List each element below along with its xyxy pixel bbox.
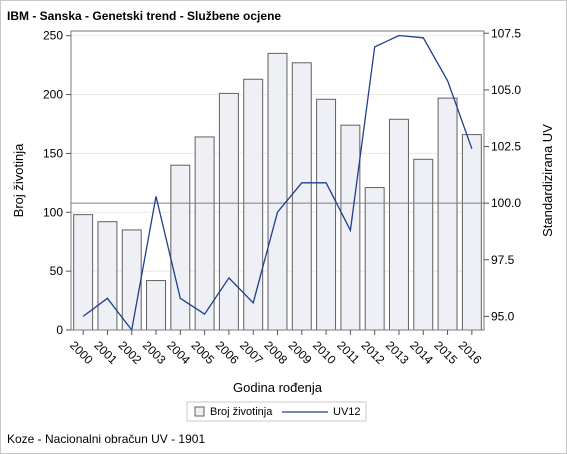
- y2-tick-label-1: 97.5: [491, 253, 515, 267]
- y2-tick-label-5: 107.5: [491, 26, 521, 40]
- y2-tick-label-4: 105.0: [491, 83, 521, 97]
- x-tick-label-2014: 2014: [407, 338, 436, 367]
- bar-2004: [170, 164, 191, 331]
- bar-2013: [388, 118, 409, 331]
- x-tick-label-2016: 2016: [456, 338, 485, 367]
- bar-2003: [146, 280, 167, 331]
- bar-2002: [121, 229, 142, 331]
- y-tick-label-3: 150: [43, 146, 63, 160]
- bar-2005: [194, 136, 215, 331]
- y-tick-label-4: 200: [43, 88, 63, 102]
- y-tick-label-0: 0: [56, 323, 63, 337]
- legend-label-line: UV12: [333, 406, 361, 418]
- x-tick-label-2002: 2002: [116, 338, 145, 367]
- x-axis-label: Godina rođenja: [233, 380, 323, 395]
- x-tick-label-2015: 2015: [431, 338, 460, 367]
- x-tick-label-2004: 2004: [164, 338, 193, 367]
- bar-2014: [413, 158, 434, 331]
- y2-tick-label-2: 100.0: [491, 196, 521, 210]
- chart-footnote: Koze - Nacionalni obračun UV - 1901: [7, 432, 206, 446]
- x-tick-label-2013: 2013: [383, 338, 412, 367]
- y-tick-label-2: 100: [43, 205, 63, 219]
- y-tick-label-1: 50: [50, 264, 64, 278]
- legend-swatch-bars: [194, 406, 205, 417]
- bar-2016: [461, 134, 482, 331]
- bar-2009: [291, 62, 312, 331]
- x-tick-label-2006: 2006: [213, 338, 242, 367]
- x-tick-label-2009: 2009: [286, 338, 315, 367]
- bar-2010: [316, 98, 337, 331]
- bar-2008: [267, 52, 288, 331]
- x-tick-label-2011: 2011: [334, 338, 362, 366]
- x-tick-label-2000: 2000: [67, 338, 96, 367]
- y-axis-label: Broj životinja: [11, 143, 26, 217]
- bar-2006: [218, 92, 239, 331]
- bar-2015: [437, 97, 458, 331]
- chart-title: IBM - Sanska - Genetski trend - Službene…: [7, 9, 282, 23]
- x-tick-label-2005: 2005: [188, 338, 217, 367]
- bar-2001: [97, 221, 118, 331]
- x-tick-label-2010: 2010: [310, 338, 339, 367]
- legend-box: [186, 401, 367, 422]
- x-tick-label-2008: 2008: [261, 338, 290, 367]
- x-tick-label-2012: 2012: [359, 338, 388, 367]
- bar-2000: [73, 214, 94, 331]
- bar-2007: [243, 78, 264, 331]
- bar-2012: [364, 187, 385, 331]
- x-tick-label-2007: 2007: [237, 338, 266, 367]
- y2-tick-label-0: 95.0: [491, 309, 515, 323]
- x-tick-label-2001: 2001: [91, 338, 120, 367]
- y-tick-label-5: 250: [43, 29, 63, 43]
- y2-axis-label: Standardizirana UV: [540, 124, 555, 237]
- x-tick-label-2003: 2003: [140, 338, 169, 367]
- legend-label-bars: Broj životinja: [210, 406, 273, 418]
- y2-tick-label-3: 102.5: [491, 140, 521, 154]
